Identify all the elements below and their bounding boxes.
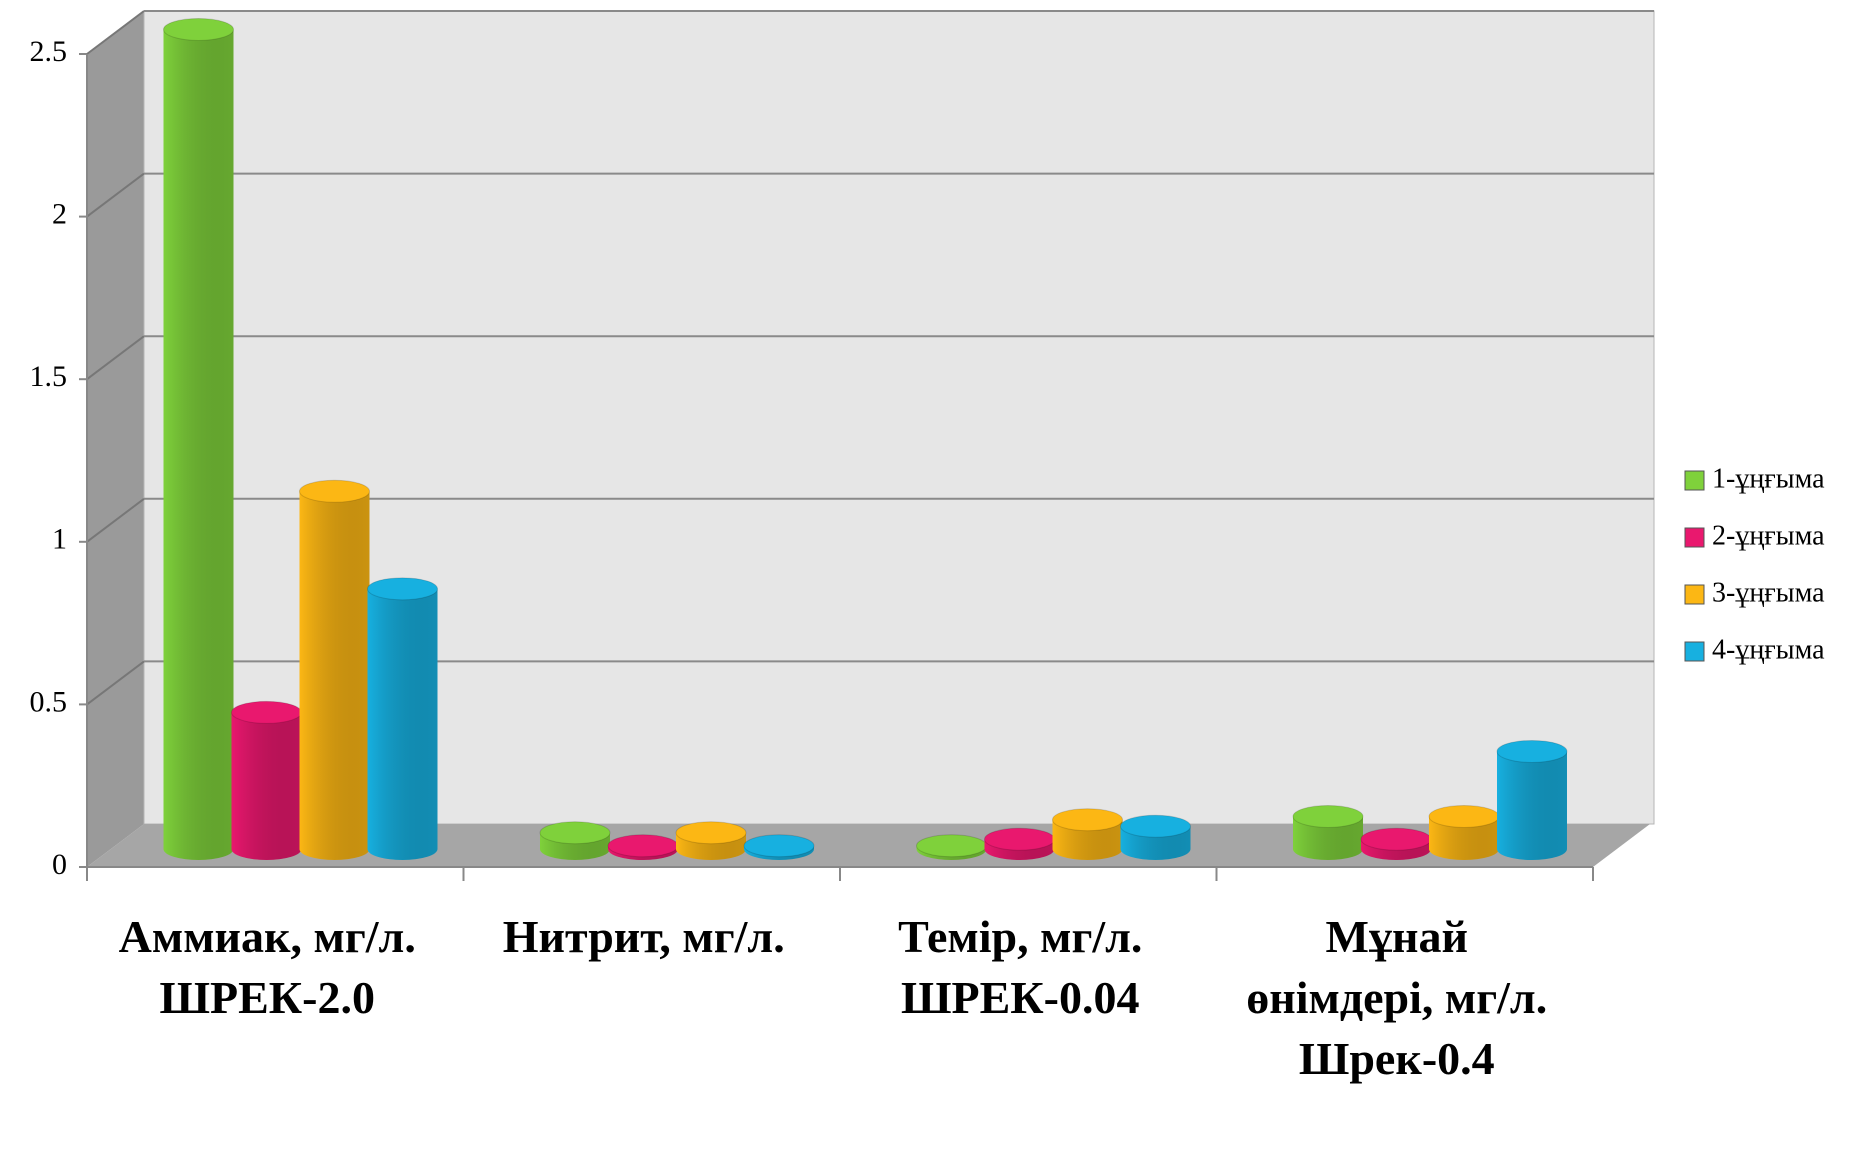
- bar-top: [984, 827, 1055, 851]
- y-tick-label: 1.5: [30, 360, 68, 393]
- bar-shade: [1497, 751, 1567, 860]
- y-tick-label: 2.5: [30, 35, 68, 68]
- legend-label: 1-ұңғыма: [1712, 463, 1825, 494]
- grid-line: [86, 172, 145, 218]
- legend-label: 3-ұңғыма: [1712, 577, 1825, 608]
- bar-top: [1496, 739, 1568, 763]
- bar-top: [231, 700, 302, 724]
- y-tick-label: 0: [52, 848, 67, 881]
- bar-top: [163, 17, 234, 41]
- left-wall: [87, 11, 144, 867]
- bar-shade: [231, 712, 302, 860]
- bar-top: [1428, 804, 1500, 828]
- bar-top: [916, 834, 987, 858]
- bar-top: [539, 821, 611, 845]
- bar-top: [743, 834, 815, 858]
- bar-top: [1360, 827, 1432, 851]
- x-tick-label: Мұнай өнімдері, мг/л. Шрек-0.4: [1246, 911, 1548, 1084]
- x-tick-label: Аммиак, мг/л. ШРЕК-2.0: [118, 911, 416, 1023]
- bar-top: [1120, 814, 1191, 838]
- bar-shade: [367, 588, 438, 861]
- legend-label: 2-ұңғыма: [1712, 520, 1825, 551]
- legend-swatch: [1684, 641, 1705, 662]
- floor: [87, 824, 1650, 867]
- grid-line: [86, 335, 145, 380]
- grid-line: [86, 498, 145, 543]
- bar-shade: [1052, 819, 1123, 861]
- grid-line: [86, 10, 145, 55]
- bar-shade: [1429, 816, 1499, 860]
- x-tick-label: Нитрит, мг/л.: [502, 911, 785, 962]
- bar-shade: [1293, 816, 1363, 860]
- y-tick-label: 0.5: [30, 685, 68, 718]
- y-tick-label: 2: [52, 197, 67, 230]
- bar-shade: [299, 491, 370, 861]
- bar-top: [607, 834, 679, 858]
- legend-swatch: [1684, 527, 1705, 548]
- bar-top: [1292, 804, 1364, 828]
- legend-swatch: [1684, 470, 1705, 491]
- y-tick-label: 1: [52, 523, 67, 556]
- bar-shade: [163, 29, 234, 861]
- grid-line: [86, 660, 145, 706]
- bar-top: [1052, 808, 1123, 832]
- bar-top: [675, 821, 747, 845]
- legend-swatch: [1684, 584, 1705, 605]
- legend-label: 4-ұңғыма: [1712, 634, 1825, 665]
- bar-top: [299, 479, 370, 503]
- bar-top: [367, 577, 438, 601]
- x-tick-label: Темір, мг/л. ШРЕК-0.04: [898, 911, 1143, 1023]
